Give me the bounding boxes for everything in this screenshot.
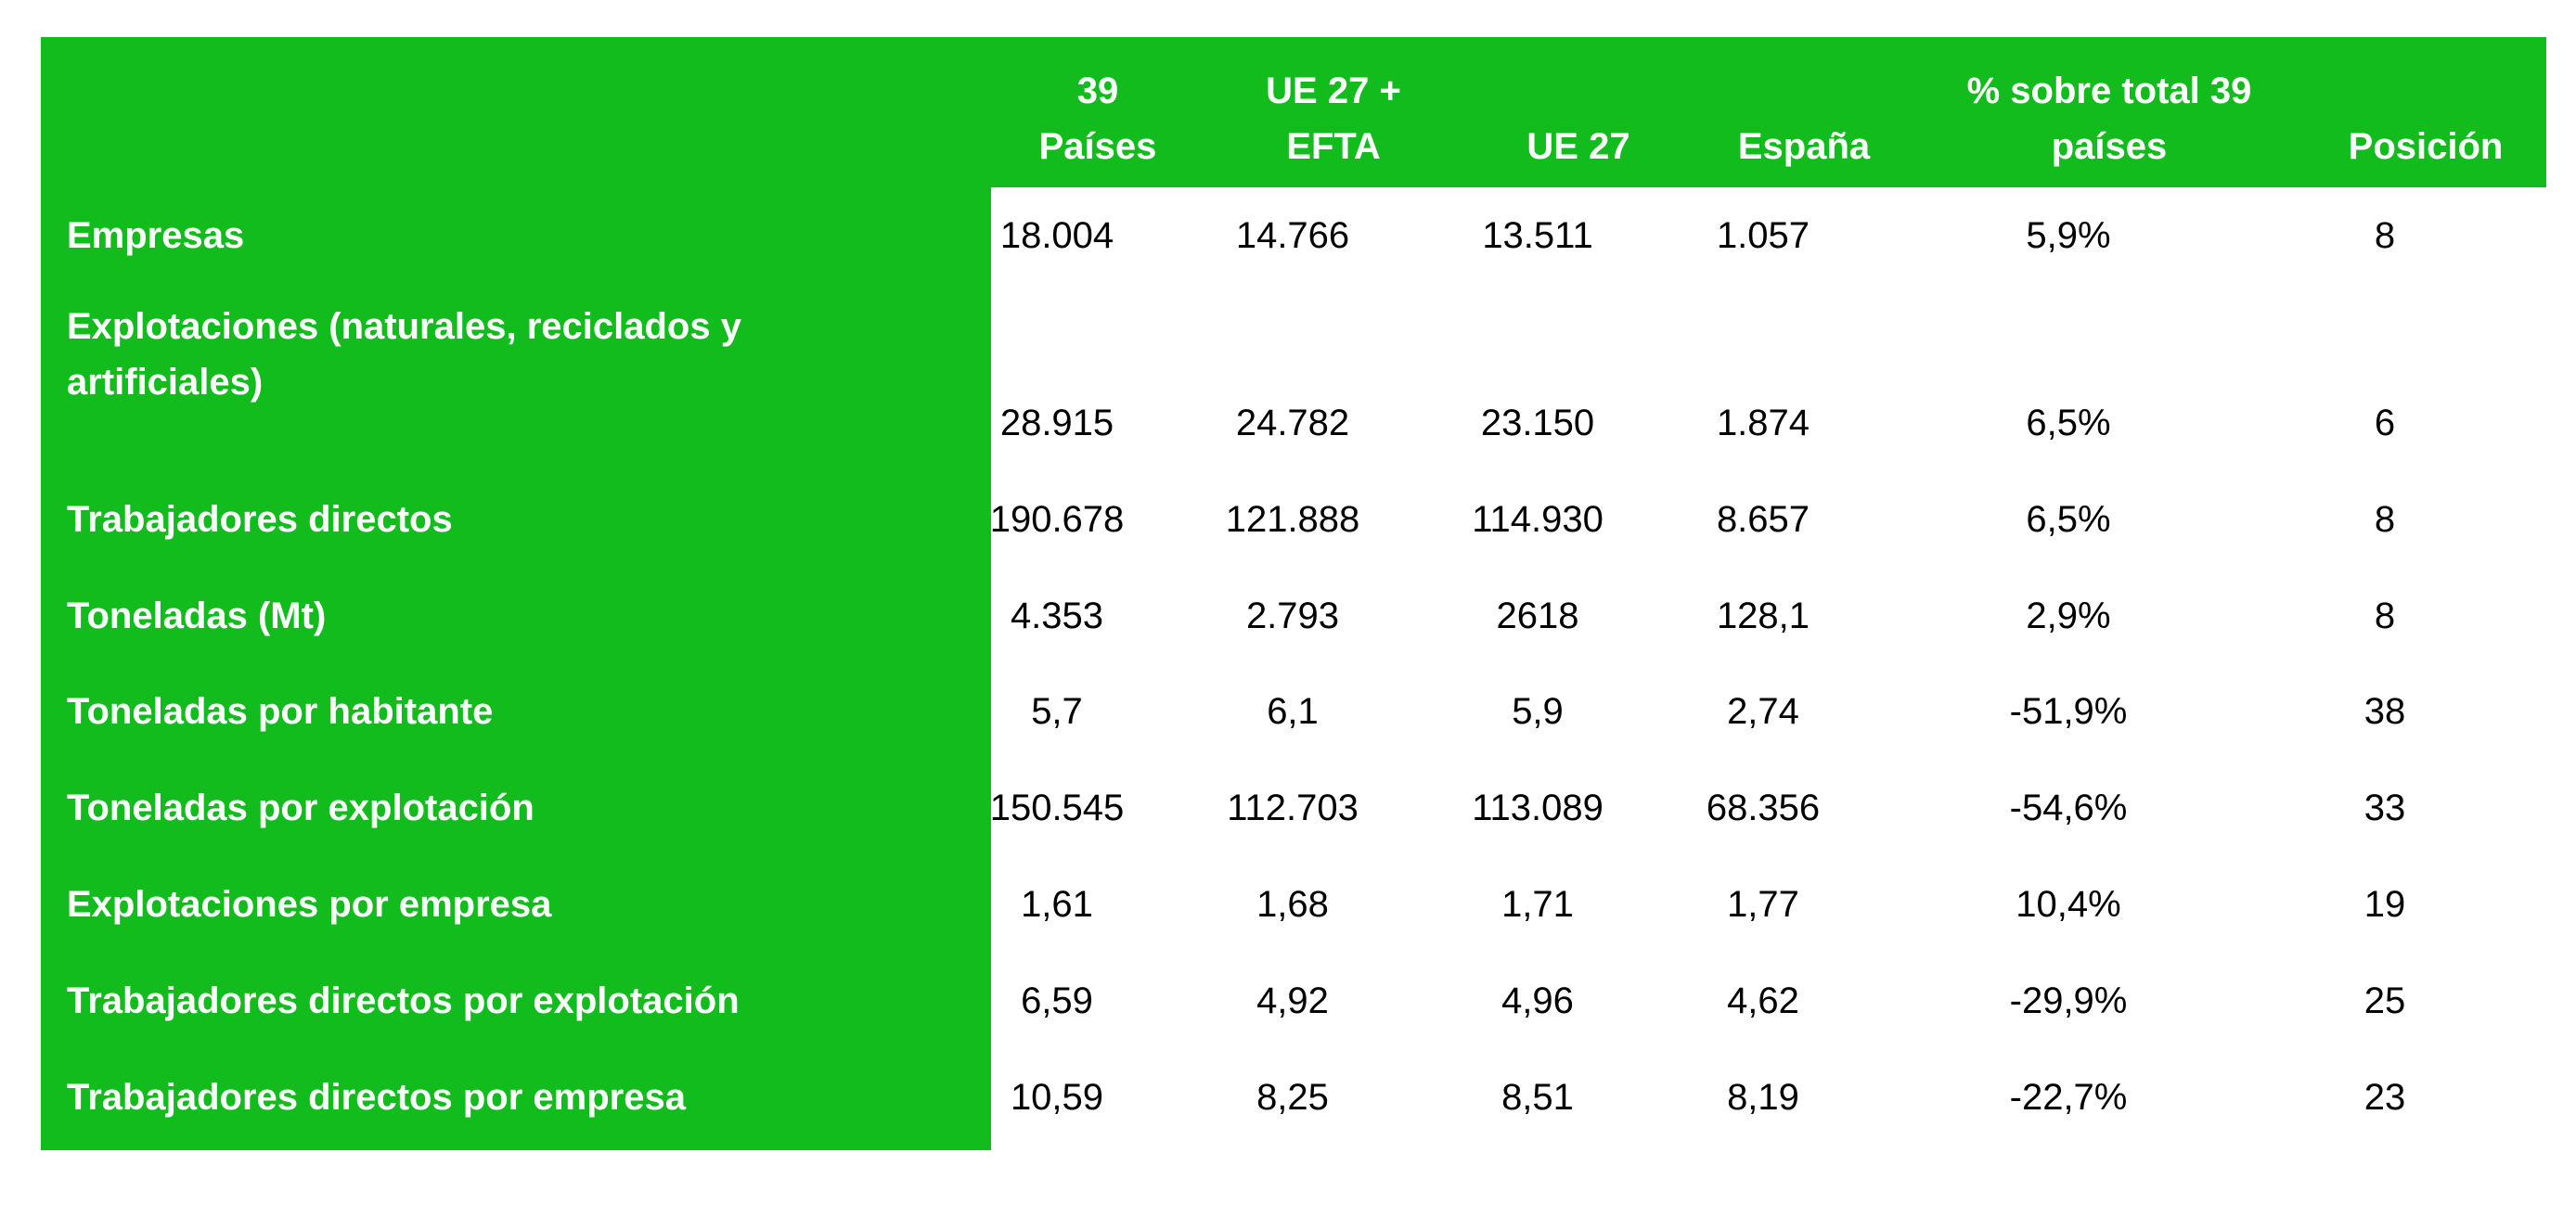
table-cell-espana: 128,1	[1716, 596, 1810, 636]
table-cell-ue27: 4,96	[1501, 980, 1574, 1021]
row-label: Explotaciones (naturales, reciclados y a…	[67, 306, 741, 403]
table-cell-c39: 18.004	[999, 215, 1114, 256]
table-cell-pos: 19	[2363, 884, 2406, 925]
table-header: 39 Países UE 27 + EFTA UE 27 España % so…	[41, 37, 2546, 187]
table-cell-ue27efta: 2.793	[1245, 596, 1340, 636]
table-cell-ue27: 8,51	[1501, 1077, 1574, 1118]
table-cell-pct: 5,9%	[2026, 215, 2111, 256]
table-cell-pct: 10,4%	[2016, 884, 2121, 925]
table-cell-ue27efta: 24.782	[1235, 403, 1350, 443]
table-cell-c39: 190.678	[989, 499, 1125, 540]
table-cell-pct: -29,9%	[2009, 980, 2128, 1021]
table-cell-pos: 25	[2363, 980, 2406, 1021]
table-cell-c39: 6,59	[1021, 980, 1093, 1021]
table-cell-c39: 1,61	[1021, 884, 1093, 925]
table-cell-pos: 8	[2374, 215, 2396, 256]
table-cell-pos: 8	[2374, 499, 2396, 540]
table-cell-pos: 33	[2363, 788, 2406, 828]
header-39-paises: 39 Países	[1038, 70, 1157, 167]
table-cell-pos: 23	[2363, 1077, 2406, 1118]
row-label: Empresas	[67, 215, 245, 256]
row-labels-column	[41, 187, 991, 1150]
table-cell-ue27: 23.150	[1480, 403, 1595, 443]
table-cell-espana: 1.874	[1716, 403, 1810, 443]
table-cell-pos: 38	[2363, 691, 2406, 732]
table-cell-pct: 6,5%	[2026, 403, 2111, 443]
table-cell-espana: 8.657	[1716, 499, 1810, 540]
row-label: Toneladas (Mt)	[67, 596, 327, 636]
table-cell-c39: 5,7	[1031, 691, 1083, 732]
table-cell-ue27: 13.511	[1482, 215, 1593, 256]
table-cell-ue27efta: 121.888	[1225, 499, 1360, 540]
table-cell-c39: 28.915	[999, 403, 1114, 443]
table-cell-pos: 6	[2374, 403, 2396, 443]
table-cell-pct: 6,5%	[2026, 499, 2111, 540]
table-cell-ue27efta: 14.766	[1235, 215, 1350, 256]
table-cell-pct: 2,9%	[2026, 596, 2111, 636]
table-cell-espana: 1,77	[1727, 884, 1799, 925]
table-cell-ue27: 1,71	[1501, 884, 1574, 925]
table-cell-pos: 8	[2374, 596, 2396, 636]
table-cell-ue27efta: 112.703	[1227, 788, 1359, 828]
table-cell-pct: -22,7%	[2009, 1077, 2128, 1118]
row-label: Toneladas por habitante	[67, 691, 494, 732]
table-cell-ue27: 2618	[1496, 596, 1579, 636]
row-label: Trabajadores directos	[67, 499, 453, 540]
table-cell-ue27: 114.930	[1472, 499, 1604, 540]
table-cell-c39: 4.353	[1010, 596, 1104, 636]
table-cell-ue27efta: 1,68	[1256, 884, 1329, 925]
table-cell-ue27efta: 4,92	[1256, 980, 1329, 1021]
row-label: Explotaciones por empresa	[67, 884, 552, 925]
table-cell-espana: 2,74	[1727, 691, 1799, 732]
table-cell-espana: 4,62	[1727, 980, 1799, 1021]
table-cell-ue27efta: 8,25	[1256, 1077, 1329, 1118]
header-pct-total: % sobre total 39 países	[1966, 70, 2252, 167]
header-ue27: UE 27	[1526, 126, 1630, 167]
row-label: Toneladas por explotación	[67, 788, 535, 828]
row-label: Trabajadores directos por empresa	[67, 1077, 686, 1118]
table-cell-ue27: 113.089	[1472, 788, 1604, 828]
header-ue27-efta: UE 27 + EFTA	[1266, 70, 1401, 167]
row-label: Trabajadores directos por explotación	[67, 980, 740, 1021]
table-cell-espana: 1.057	[1716, 215, 1810, 256]
table-cell-ue27efta: 6,1	[1267, 691, 1319, 732]
header-posicion: Posición	[2348, 126, 2504, 167]
table-cell-espana: 8,19	[1727, 1077, 1799, 1118]
table-cell-ue27: 5,9	[1512, 691, 1564, 732]
table-cell-pct: -54,6%	[2009, 788, 2128, 828]
table-cell-espana: 68.356	[1706, 788, 1821, 828]
table-cell-c39: 10,59	[1010, 1077, 1104, 1118]
table-cell-pct: -51,9%	[2009, 691, 2128, 732]
header-espana: España	[1737, 126, 1871, 167]
table-cell-c39: 150.545	[989, 788, 1125, 828]
